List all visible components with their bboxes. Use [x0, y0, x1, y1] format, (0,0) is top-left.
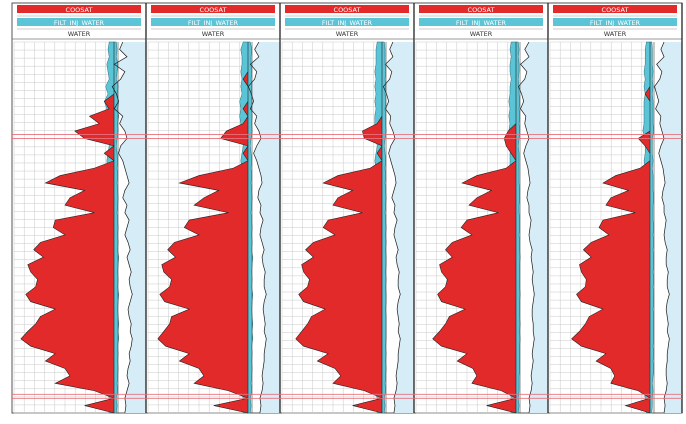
header-water-label: WATER — [604, 30, 627, 38]
header-coosat-label: COOSAT — [66, 6, 93, 14]
header-water-label: WATER — [336, 30, 359, 38]
header-filt-band — [419, 18, 543, 26]
water-curve-line — [518, 41, 535, 414]
header-filt-label: FILT_INJ_WATER — [322, 19, 373, 27]
header-coosat-band — [151, 5, 275, 13]
header-filt-band — [17, 18, 141, 26]
log-track-4: COOSAT FILT_INJ_WATER WATER — [414, 3, 549, 414]
header-coosat-label: COOSAT — [200, 6, 227, 14]
log-track-3: COOSAT FILT_INJ_WATER WATER — [280, 3, 415, 414]
header-coosat-label: COOSAT — [334, 6, 361, 14]
header-filt-band — [285, 18, 409, 26]
water-curve-line — [111, 41, 133, 414]
coosat-area — [295, 42, 383, 414]
header-coosat-label: COOSAT — [468, 6, 495, 14]
coosat-area — [571, 42, 651, 414]
header-coosat-band — [285, 5, 409, 13]
water-curve-line — [247, 41, 267, 414]
header-coosat-band — [553, 5, 677, 13]
header-filt-label: FILT_INJ_WATER — [456, 19, 507, 27]
header-filt-label: FILT_INJ_WATER — [54, 19, 105, 27]
header-water-label: WATER — [68, 30, 91, 38]
header-water-label: WATER — [202, 30, 225, 38]
header-coosat-band — [17, 5, 141, 13]
header-water-label: WATER — [470, 30, 493, 38]
header-filt-label: FILT_INJ_WATER — [590, 19, 641, 27]
coosat-area — [432, 42, 517, 414]
header-filt-band — [151, 18, 275, 26]
header-filt-band — [553, 18, 677, 26]
header-filt-label: FILT_INJ_WATER — [188, 19, 239, 27]
water-curve-line — [382, 41, 401, 414]
header-coosat-label: COOSAT — [602, 6, 629, 14]
header-coosat-band — [419, 5, 543, 13]
water-curve-line — [654, 41, 670, 414]
